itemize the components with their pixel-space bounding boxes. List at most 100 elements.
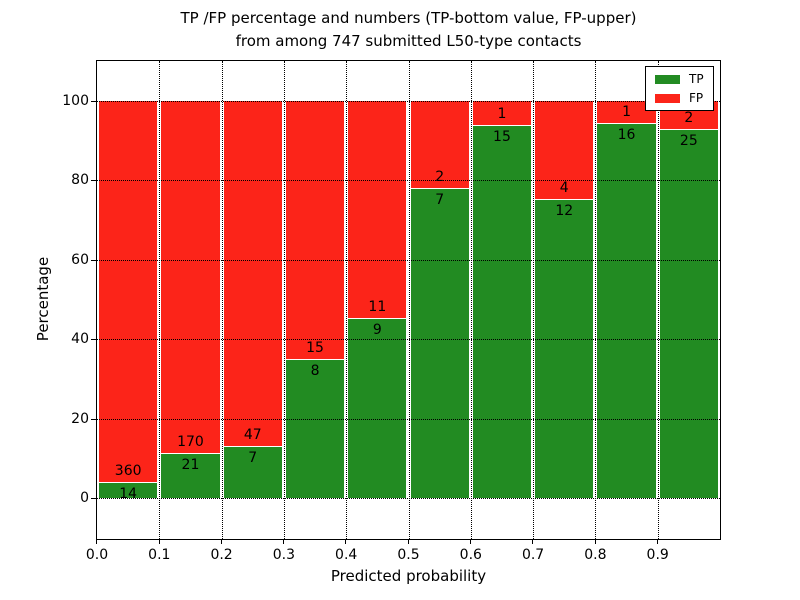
bar-tp-count: 15 <box>493 128 511 145</box>
y-gridline <box>97 180 720 182</box>
y-gridline <box>97 498 720 499</box>
x-tick-mark <box>594 539 596 544</box>
y-tick-mark <box>90 498 96 499</box>
x-tick-mark <box>96 539 98 544</box>
y-gridline <box>97 418 720 420</box>
bar-fp-segment <box>535 101 594 201</box>
chart-title-line2: from among 747 submitted L50-type contac… <box>235 32 582 50</box>
y-tick-mark <box>90 180 96 182</box>
x-tick-label: 0.5 <box>397 547 420 563</box>
bar-tp-segment <box>597 124 656 498</box>
y-gridline <box>97 259 720 261</box>
y-tick-label: 20 <box>71 410 89 427</box>
bar-fp-count: 11 <box>368 299 387 316</box>
bar-tp-count: 7 <box>248 449 258 466</box>
x-tick-mark <box>407 539 409 544</box>
bar-fp-segment <box>285 101 345 360</box>
bar-fp-segment <box>348 101 407 320</box>
bar-fp-segment <box>410 101 469 190</box>
x-gridline <box>159 61 161 539</box>
bar-fp-count: 2 <box>684 110 694 127</box>
bar-fp-segment <box>472 101 532 126</box>
x-tick-label: 0.1 <box>148 547 171 563</box>
bar-tp-count: 25 <box>679 133 698 150</box>
x-tick-label: 0.4 <box>335 547 358 563</box>
bar-fp-segment <box>161 101 220 455</box>
x-gridline <box>221 61 223 539</box>
y-tick-mark <box>90 101 96 102</box>
legend: TP FP <box>645 66 714 111</box>
x-gridline <box>283 61 285 539</box>
bar-fp-segment <box>99 101 158 484</box>
x-tick-label: 0.7 <box>521 547 545 563</box>
y-axis-label: Percentage <box>34 256 52 342</box>
bar-tp-count: 8 <box>310 362 320 379</box>
x-tick-label: 0.0 <box>85 547 109 563</box>
x-tick-label: 0.6 <box>459 547 482 563</box>
x-gridline <box>408 61 410 539</box>
legend-label-fp: FP <box>689 91 704 105</box>
x-tick-label: 0.3 <box>272 547 296 563</box>
x-axis-label: Predicted probability <box>330 567 487 585</box>
bar-fp-count: 15 <box>306 339 324 356</box>
bar-fp-count: 1 <box>497 105 507 122</box>
x-tick-label: 0.2 <box>210 547 233 563</box>
bar-tp-segment <box>223 446 282 498</box>
y-tick-mark <box>90 339 96 341</box>
legend-item-tp: TP <box>655 73 704 85</box>
bar-tp-segment <box>348 319 407 498</box>
y-gridline <box>97 339 720 341</box>
y-tick-label: 100 <box>62 93 89 109</box>
x-tick-mark <box>283 539 285 544</box>
y-gridline <box>97 101 720 102</box>
bar-tp-segment <box>410 189 469 498</box>
bar-tp-count: 7 <box>435 192 445 209</box>
x-tick-mark <box>656 539 658 544</box>
x-gridline <box>595 61 597 539</box>
bar-tp-count: 21 <box>181 457 200 474</box>
bar-tp-segment <box>285 359 345 498</box>
bar-tp-count: 12 <box>555 203 574 220</box>
x-tick-mark <box>220 539 222 544</box>
x-gridline <box>533 61 535 539</box>
tp-color-swatch <box>655 74 680 84</box>
y-tick-label: 0 <box>80 490 89 506</box>
bar-fp-segment <box>223 101 282 447</box>
x-tick-mark <box>470 539 472 544</box>
x-gridline <box>346 61 348 539</box>
bar-fp-segment <box>597 101 656 125</box>
fp-color-swatch <box>655 93 680 103</box>
x-tick-mark <box>532 539 534 544</box>
y-tick-mark <box>90 418 96 420</box>
bar-fp-count: 360 <box>114 463 142 480</box>
bar-fp-count: 2 <box>435 169 445 186</box>
bar-tp-segment <box>99 483 158 498</box>
bar-tp-count: 14 <box>119 486 138 503</box>
x-gridline <box>657 61 659 539</box>
bar-fp-count: 170 <box>177 434 204 451</box>
bar-tp-segment <box>161 454 220 498</box>
x-tick-mark <box>158 539 160 544</box>
bar-tp-count: 9 <box>372 322 382 339</box>
bar-fp-count: 1 <box>622 104 631 121</box>
legend-label-tp: TP <box>689 72 704 86</box>
x-tick-label: 0.8 <box>584 547 607 563</box>
bar-tp-segment <box>659 130 718 498</box>
y-tick-label: 40 <box>71 331 89 348</box>
bar-fp-count: 4 <box>559 180 569 197</box>
bar-tp-segment <box>472 125 532 498</box>
bar-fp-count: 47 <box>243 426 262 443</box>
x-gridline <box>470 61 472 539</box>
y-tick-label: 60 <box>71 251 89 268</box>
bar-tp-count: 16 <box>617 127 636 144</box>
x-tick-label: 0.9 <box>646 547 669 563</box>
y-tick-mark <box>90 259 96 261</box>
y-tick-label: 80 <box>71 172 89 189</box>
chart-title-line1: TP /FP percentage and numbers (TP-bottom… <box>180 9 637 27</box>
plot-area: 0 20 40 60 80 100 0.0 0.1 0.2 0.3 0.4 0.5 0.6 0.7 0.8 0… <box>62 60 721 563</box>
bar-tp-segment <box>535 200 594 498</box>
chart-title: TP /FP percentage and numbers (TP-bottom… <box>97 7 720 53</box>
x-tick-mark <box>345 539 347 544</box>
legend-item-fp: FP <box>655 92 704 104</box>
